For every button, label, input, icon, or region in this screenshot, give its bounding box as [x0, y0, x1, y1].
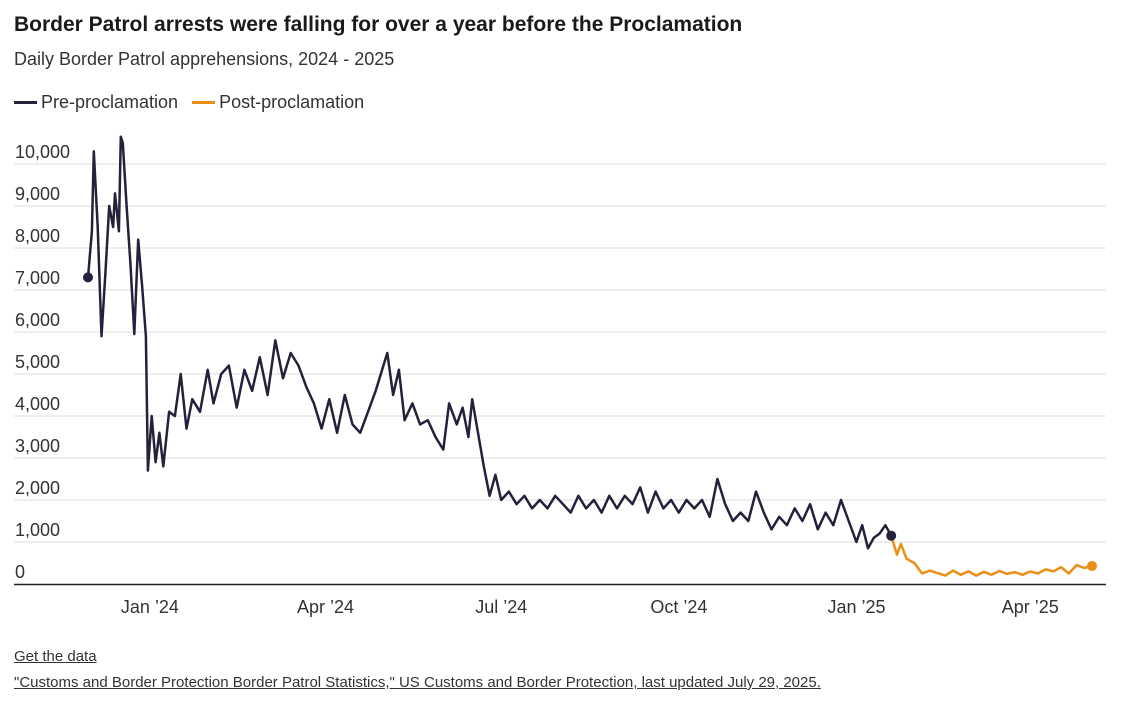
y-tick-label-3000: 3,000: [15, 436, 60, 456]
series-line-pre-proclamation: [86, 135, 893, 550]
endpoint-marker-0: [83, 272, 93, 283]
legend-swatch-post: [192, 101, 216, 104]
legend-item-pre: Pre-proclamation: [14, 92, 178, 113]
legend-swatch-pre: [14, 101, 37, 104]
endpoint-marker-1: [886, 530, 897, 541]
x-tick-label-2: Jul ’24: [475, 597, 527, 617]
series-line-post-proclamation: [889, 534, 1094, 577]
chart-legend: Pre-proclamation Post-proclamation: [14, 92, 378, 113]
legend-label-pre: Pre-proclamation: [41, 92, 179, 112]
y-tick-label-2000: 2,000: [15, 478, 60, 498]
x-tick-label-5: Apr ’25: [1002, 597, 1059, 617]
x-tick-label-3: Oct ’24: [650, 597, 707, 617]
line-chart: 0 1,000 2,000 3,000 4,000 5,000 6,000 7,000 8,00…: [14, 135, 1106, 617]
endpoint-marker-2: [1087, 560, 1097, 571]
y-tick-label-1000: 1,000: [15, 520, 60, 540]
chart-subtitle: Daily Border Patrol apprehensions, 2024 …: [14, 49, 395, 69]
y-tick-label-0: 0: [15, 562, 25, 582]
x-tick-label-4: Jan ’25: [827, 597, 885, 617]
source-link[interactable]: "Customs and Border Protection Border Pa…: [14, 674, 821, 691]
y-tick-label-6000: 6,000: [15, 310, 60, 330]
chart-title: Border Patrol arrests were falling for o…: [14, 13, 743, 36]
legend-item-post: Post-proclamation: [192, 92, 364, 113]
get-the-data-link[interactable]: Get the data: [14, 648, 97, 665]
y-tick-label-4000: 4,000: [15, 394, 60, 414]
y-tick-label-8000: 8,000: [15, 226, 60, 246]
y-tick-label-5000: 5,000: [15, 352, 60, 372]
y-tick-label-10000: 10,000: [15, 142, 70, 162]
x-tick-label-1: Apr ’24: [297, 597, 354, 617]
y-tick-label-7000: 7,000: [15, 268, 60, 288]
legend-label-post: Post-proclamation: [219, 92, 365, 112]
x-tick-label-0: Jan ’24: [121, 597, 179, 617]
y-tick-label-9000: 9,000: [15, 184, 60, 204]
